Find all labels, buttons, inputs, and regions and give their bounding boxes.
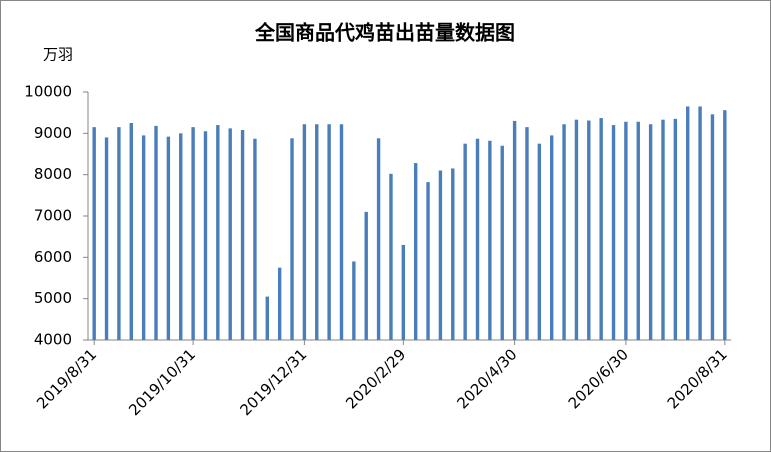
bar: [191, 127, 195, 340]
bar: [240, 130, 245, 340]
y-tick-label: 4000: [34, 331, 72, 349]
y-tick-label: 7000: [34, 207, 72, 225]
bar: [574, 119, 579, 341]
bar: [661, 119, 665, 341]
bar: [265, 296, 269, 340]
bar: [203, 131, 208, 340]
y-tick-label: 9000: [34, 124, 72, 142]
bar: [290, 138, 294, 340]
bar: [500, 145, 504, 340]
bar: [228, 128, 232, 340]
bar: [537, 143, 542, 340]
bar: [451, 168, 455, 340]
bar: [512, 120, 517, 340]
bar: [438, 170, 443, 340]
bar: [327, 124, 331, 341]
bar: [723, 110, 727, 340]
bar: [611, 125, 616, 340]
y-tick-label: 5000: [34, 289, 72, 307]
bar: [364, 211, 368, 340]
bar: [129, 123, 133, 340]
bar: [686, 106, 690, 340]
bar: [599, 118, 603, 340]
bar: [339, 124, 344, 341]
bar: [550, 135, 554, 340]
bar: [413, 163, 418, 340]
y-tick-label: 8000: [34, 165, 72, 183]
bar: [141, 135, 146, 340]
bar: [302, 124, 307, 341]
bar: [525, 127, 529, 340]
bar: [710, 114, 715, 340]
bar: [277, 267, 282, 340]
bar: [401, 244, 406, 340]
bar: [315, 124, 319, 341]
bar: [587, 120, 591, 341]
bar: [352, 261, 356, 340]
bar: [166, 136, 171, 340]
bar: [463, 143, 467, 340]
y-tick-label: 6000: [34, 248, 72, 266]
bar: [426, 182, 430, 340]
bar: [475, 138, 480, 340]
bar: [624, 121, 628, 340]
y-axis-title: 万羽: [43, 46, 73, 64]
bar: [636, 121, 640, 340]
bar: [253, 138, 257, 340]
bar: [104, 137, 109, 340]
bar: [179, 133, 183, 340]
bar: [562, 124, 566, 341]
bar: [117, 127, 121, 340]
bar: [92, 127, 96, 340]
chart-title: 全国商品代鸡苗出苗量数据图: [254, 21, 515, 45]
bar: [488, 140, 492, 340]
bar: [673, 118, 678, 340]
bar: [154, 125, 158, 340]
bar: [389, 173, 393, 340]
bar: [376, 138, 381, 340]
y-tick-label: 10000: [24, 83, 72, 101]
bar: [216, 125, 220, 340]
bar: [698, 106, 702, 340]
bar: [648, 124, 653, 341]
